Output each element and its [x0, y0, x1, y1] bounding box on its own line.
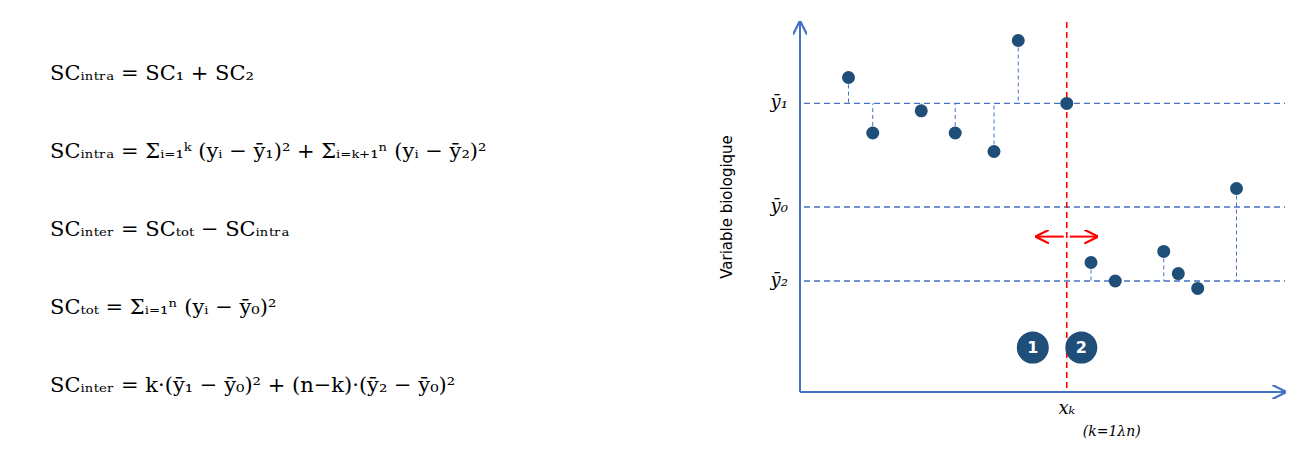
- mean-line: [804, 206, 1285, 207]
- split-sublabel: (k=1λn): [1083, 423, 1141, 439]
- formula: SCᵢₙₜₑᵣ = k·(ȳ₁ − ȳ₀)² + (n−k)·(ȳ₂ − ȳ₀)…: [50, 373, 455, 397]
- y-axis-label: Variable biologique: [718, 135, 736, 279]
- mean-line: [804, 103, 1285, 104]
- formula: SCᵢₙₜᵣₐ = Σᵢ₌₁ᵏ (yᵢ − ȳ₁)² + Σᵢ₌ₖ₊₁ⁿ (yᵢ…: [50, 139, 486, 163]
- y-axis: [799, 22, 801, 392]
- formula: SCᵢₙₜᵣₐ = SC₁ + SC₂: [50, 61, 254, 85]
- residual-line: [994, 103, 995, 151]
- plot-area: [804, 22, 1285, 388]
- chart: SCᵢₙₜᵣₐ = SC₁ + SC₂ SCᵢₙₜᵣₐ = Σᵢ₌₁ᵏ (yᵢ −…: [0, 0, 1311, 450]
- point: [988, 145, 1001, 158]
- axes: [800, 22, 1285, 392]
- point: [915, 104, 928, 117]
- formula: SCᵢₙₜₑᵣ = SCₜₒₜ − SCᵢₙₜᵣₐ: [50, 217, 290, 241]
- group-badge: [1065, 332, 1097, 364]
- point: [949, 127, 962, 140]
- group-badge-label: 2: [1076, 338, 1087, 357]
- point: [1157, 245, 1170, 258]
- shift-arrow-left: [1037, 236, 1064, 238]
- point: [1230, 182, 1243, 195]
- point: [1085, 256, 1098, 269]
- shift-arrow-right: [1070, 236, 1097, 238]
- formula: SCₜₒₜ = Σᵢ₌₁ⁿ (yᵢ − ȳ₀)²: [50, 295, 276, 319]
- point: [1172, 267, 1185, 280]
- labels: ȳ₁ ȳ₀ ȳ₂ xₖ (k=1λn) 1 2: [770, 91, 1141, 439]
- point: [1060, 97, 1073, 110]
- mean-line: [804, 280, 1285, 281]
- point: [1191, 282, 1204, 295]
- split-line: [1066, 22, 1068, 388]
- point: [1012, 34, 1025, 47]
- point: [1109, 275, 1122, 288]
- mean-label: ȳ₀: [770, 195, 788, 216]
- group-badge: [1017, 332, 1049, 364]
- group-badge-label: 1: [1027, 338, 1038, 357]
- mean-label: ȳ₂: [770, 269, 788, 290]
- residual-line: [1236, 189, 1237, 282]
- residual-line: [1018, 41, 1019, 104]
- mean-label: ȳ₁: [770, 91, 788, 112]
- point: [866, 127, 879, 140]
- x-axis: [800, 391, 1285, 393]
- point: [842, 71, 855, 84]
- split-label: xₖ: [1058, 397, 1075, 418]
